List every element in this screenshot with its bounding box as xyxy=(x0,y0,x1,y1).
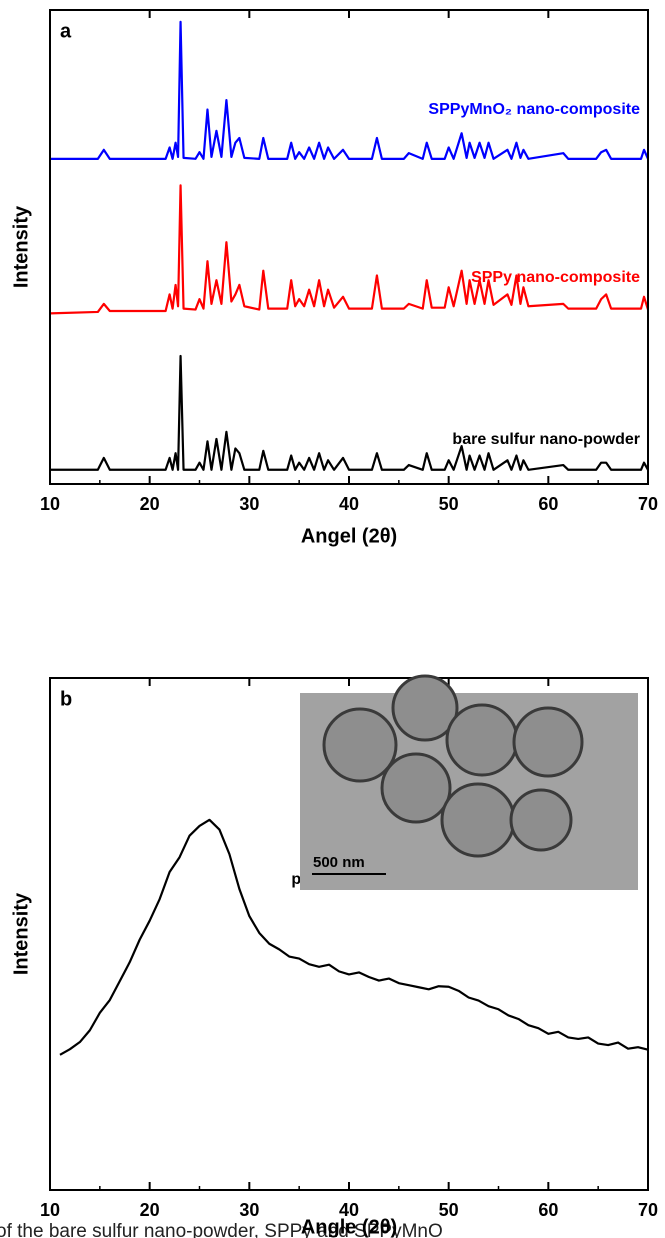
x-tick-label: 20 xyxy=(140,494,160,514)
x-tick-label: 60 xyxy=(538,494,558,514)
tem-spheres xyxy=(322,674,584,858)
series-line xyxy=(50,354,649,471)
x-tick-label: 70 xyxy=(638,1200,658,1220)
x-axis-title: Angle (2θ) xyxy=(301,1216,397,1238)
x-tick-label: 30 xyxy=(239,1200,259,1220)
x-tick-label: 10 xyxy=(40,1200,60,1220)
caption: of the bare sulfur nano-powder, SPPy and… xyxy=(0,1221,443,1238)
series-line xyxy=(50,20,650,160)
series-label: SPPy nano-composite xyxy=(471,269,640,286)
y-axis-title: Intensity xyxy=(10,892,32,975)
panel-label: b xyxy=(60,688,72,710)
x-tick-label: 60 xyxy=(538,1200,558,1220)
plot-frame xyxy=(49,9,649,485)
x-tick-label: 40 xyxy=(339,494,359,514)
x-tick-label: 20 xyxy=(140,1200,160,1220)
series-label: bare sulfur nano-powder xyxy=(452,431,640,448)
y-axis-title: Intensity xyxy=(10,205,32,288)
x-tick-label: 30 xyxy=(239,494,259,514)
x-tick-label: 40 xyxy=(339,1200,359,1220)
inset-image: 500 nm xyxy=(300,674,638,890)
x-tick-label: 70 xyxy=(638,494,658,514)
series-label: SPPyMnO₂ nano-composite xyxy=(428,101,640,118)
x-tick-label: 50 xyxy=(439,1200,459,1220)
panel-label: a xyxy=(60,20,72,42)
x-tick-label: 50 xyxy=(439,494,459,514)
scale-label: 500 nm xyxy=(313,854,365,871)
x-tick-label: 10 xyxy=(40,494,60,514)
series-line xyxy=(49,184,650,315)
x-axis-title: Angel (2θ) xyxy=(301,525,397,547)
series-line xyxy=(59,818,649,1056)
